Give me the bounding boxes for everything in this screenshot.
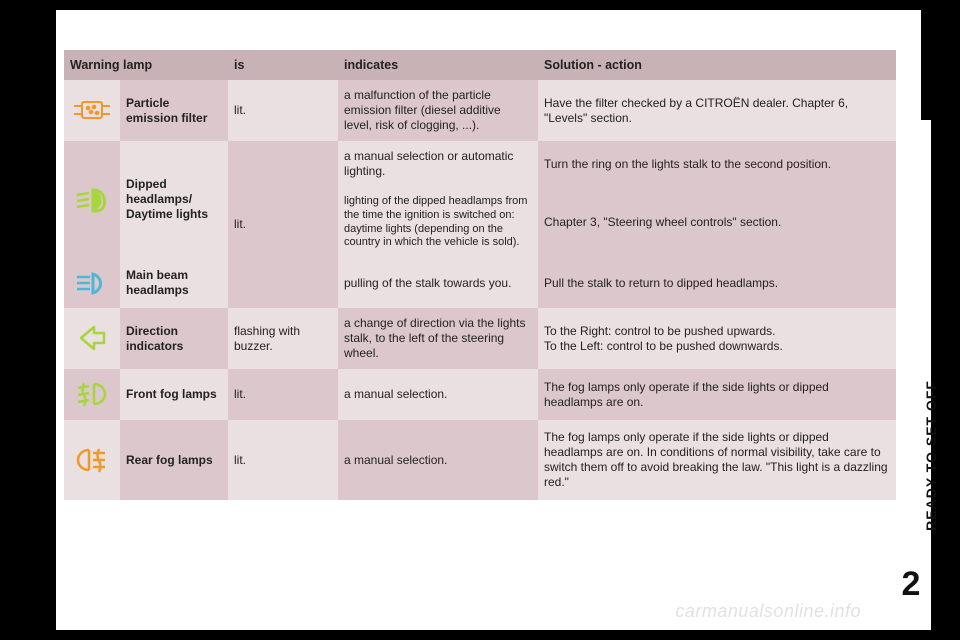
rear-fog-icon — [70, 443, 114, 477]
icon-cell — [64, 369, 120, 420]
watermark: carmanualsonline.info — [675, 601, 861, 622]
indicates-cell: a manual selection. — [338, 420, 538, 500]
solution-line-1: To the Right: control to be pushed upwar… — [544, 324, 890, 339]
solution-cell: Pull the stalk to return to dipped headl… — [538, 258, 896, 308]
row-rearfog: Rear fog lamps lit. a manual selection. … — [64, 420, 896, 500]
main-beam-icon — [70, 266, 114, 300]
solution-cell: To the Right: control to be pushed upwar… — [538, 308, 896, 369]
indicates-cell: a malfunction of the particle emission f… — [338, 80, 538, 141]
solution-cell: Turn the ring on the lights stalk to the… — [538, 141, 896, 187]
solution-line-2: To the Left: control to be pushed downwa… — [544, 339, 890, 354]
name-cell: Main beam headlamps — [120, 258, 228, 308]
icon-cell — [64, 420, 120, 500]
header-indicates: indicates — [338, 50, 538, 80]
is-cell: lit. — [228, 80, 338, 141]
solution-cell: Chapter 3, "Steering wheel controls" sec… — [538, 187, 896, 258]
indicates-cell: lighting of the dipped headlamps from th… — [338, 187, 538, 258]
name-cell: Front fog lamps — [120, 369, 228, 420]
top-right-bar — [921, 10, 931, 120]
is-cell: flashing with buzzer. — [228, 308, 338, 369]
header-lamp: Warning lamp — [64, 50, 228, 80]
is-cell: lit. — [228, 141, 338, 308]
icon-cell — [64, 308, 120, 369]
particle-filter-icon — [70, 93, 114, 127]
name-cell: Direction indicators — [120, 308, 228, 369]
is-cell: lit. — [228, 420, 338, 500]
name-cell: Particle emission filter — [120, 80, 228, 141]
warning-lamp-table: Warning lamp is indicates Solution - act… — [64, 50, 896, 500]
indicates-cell: a manual selection or automatic lighting… — [338, 141, 538, 187]
header-is: is — [228, 50, 338, 80]
page: Warning lamp is indicates Solution - act… — [56, 10, 931, 630]
direction-indicator-icon — [70, 321, 114, 355]
side-label: READY TO SET OFF — [923, 380, 939, 531]
front-fog-icon — [70, 377, 114, 411]
solution-cell: The fog lamps only operate if the side l… — [538, 369, 896, 420]
row-frontfog: Front fog lamps lit. a manual selection.… — [64, 369, 896, 420]
icon-cell — [64, 258, 120, 308]
row-dipped-1: Dipped headlamps/ Daytime lights lit. a … — [64, 141, 896, 187]
chapter-number: 2 — [891, 565, 931, 604]
icon-cell — [64, 80, 120, 141]
row-direction: Direction indicators flashing with buzze… — [64, 308, 896, 369]
is-cell: lit. — [228, 369, 338, 420]
solution-cell: Have the filter checked by a CITROËN dea… — [538, 80, 896, 141]
icon-cell — [64, 141, 120, 258]
name-cell: Dipped headlamps/ Daytime lights — [120, 141, 228, 258]
dipped-headlamp-icon — [70, 183, 114, 217]
name-cell: Rear fog lamps — [120, 420, 228, 500]
header-solution: Solution - action — [538, 50, 896, 80]
row-particle: Particle emission filter lit. a malfunct… — [64, 80, 896, 141]
row-mainbeam: Main beam headlamps pulling of the stalk… — [64, 258, 896, 308]
solution-cell: The fog lamps only operate if the side l… — [538, 420, 896, 500]
indicates-cell: pulling of the stalk towards you. — [338, 258, 538, 308]
indicates-cell: a manual selection. — [338, 369, 538, 420]
indicates-cell: a change of direction via the lights sta… — [338, 308, 538, 369]
table-header-row: Warning lamp is indicates Solution - act… — [64, 50, 896, 80]
